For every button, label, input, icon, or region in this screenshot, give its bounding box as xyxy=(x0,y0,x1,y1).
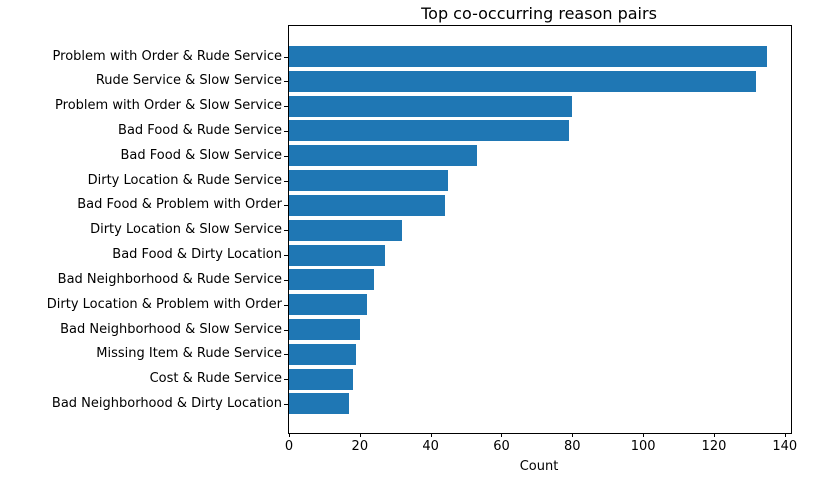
x-tick xyxy=(501,433,503,437)
y-tick-label: Bad Food & Problem with Order xyxy=(77,197,282,213)
x-tick xyxy=(713,433,715,437)
y-tick-label: Bad Food & Rude Service xyxy=(118,122,282,138)
y-tick-label: Problem with Order & Rude Service xyxy=(52,48,282,64)
y-tick-label: Bad Neighborhood & Dirty Location xyxy=(51,395,282,411)
y-tick xyxy=(284,130,288,132)
plot-area: Problem with Order & Rude Service Rude Se… xyxy=(47,25,797,454)
x-tick-label: 100 xyxy=(630,439,656,454)
bar xyxy=(289,294,367,316)
y-tick xyxy=(284,56,288,58)
y-tick-label: Bad Food & Dirty Location xyxy=(112,247,282,263)
y-tick-label: Dirty Location & Rude Service xyxy=(87,172,282,188)
bar xyxy=(289,95,573,117)
x-tick xyxy=(289,433,290,437)
bar xyxy=(289,244,385,266)
y-tick-label: Dirty Location & Problem with Order xyxy=(46,296,282,312)
bar xyxy=(289,393,350,415)
bar xyxy=(289,120,569,142)
y-tick-label: Bad Neighborhood & Rude Service xyxy=(57,271,282,287)
bar xyxy=(289,170,449,192)
y-tick-label: Cost & Rude Service xyxy=(149,371,282,387)
x-tick-label: 40 xyxy=(422,439,439,454)
y-tick xyxy=(284,230,288,232)
y-tick xyxy=(284,329,288,331)
chart-title: Top co-occurring reason pairs xyxy=(421,4,657,23)
x-tick-label: 20 xyxy=(351,439,369,454)
y-tick xyxy=(284,403,288,405)
y-tick xyxy=(284,81,288,83)
x-axis-title: Count xyxy=(519,459,559,474)
y-tick xyxy=(284,279,288,281)
y-tick-label: Dirty Location & Slow Service xyxy=(90,222,282,238)
y-tick-label: Problem with Order & Slow Service xyxy=(55,98,282,114)
x-tick xyxy=(359,433,361,437)
y-tick-label: Rude Service & Slow Service xyxy=(95,73,282,89)
x-tick-label: 60 xyxy=(493,439,510,454)
bar xyxy=(289,145,477,167)
bar xyxy=(289,368,353,390)
y-tick xyxy=(284,205,288,207)
bar xyxy=(289,219,403,241)
y-tick-label: Bad Food & Slow Service xyxy=(120,147,282,163)
y-tick xyxy=(284,106,288,108)
x-tick xyxy=(430,433,432,437)
bar xyxy=(289,269,374,291)
bar xyxy=(289,194,445,216)
x-tick-label: 120 xyxy=(701,439,727,454)
y-tick-label: Bad Neighborhood & Slow Service xyxy=(60,321,282,337)
x-tick xyxy=(784,433,786,437)
bar xyxy=(289,46,768,67)
y-tick xyxy=(284,379,288,381)
x-tick xyxy=(572,433,574,437)
bar xyxy=(289,70,757,92)
y-tick-label: Missing Item & Rude Service xyxy=(96,346,282,362)
x-tick-label: 0 xyxy=(284,439,294,454)
y-tick xyxy=(284,155,288,157)
x-tick xyxy=(643,433,645,437)
y-tick xyxy=(284,255,288,257)
x-tick-label: 80 xyxy=(564,439,581,454)
y-tick xyxy=(284,304,288,306)
x-tick-label: 140 xyxy=(772,439,798,454)
bar xyxy=(289,343,357,365)
y-tick xyxy=(284,354,288,356)
y-tick xyxy=(284,180,288,182)
bar xyxy=(289,319,360,341)
